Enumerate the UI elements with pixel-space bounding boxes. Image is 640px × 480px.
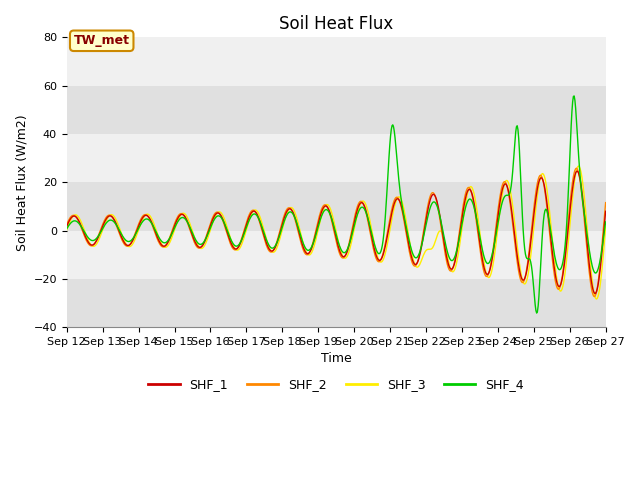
Bar [67,134,605,182]
Bar [67,182,605,230]
Y-axis label: Soil Heat Flux (W/m2): Soil Heat Flux (W/m2) [15,114,28,251]
Text: TW_met: TW_met [74,34,130,47]
Bar [67,37,605,85]
Legend: SHF_1, SHF_2, SHF_3, SHF_4: SHF_1, SHF_2, SHF_3, SHF_4 [143,373,529,396]
Bar [67,85,605,134]
X-axis label: Time: Time [321,352,351,365]
Bar [67,230,605,279]
Bar [67,279,605,327]
Title: Soil Heat Flux: Soil Heat Flux [279,15,394,33]
